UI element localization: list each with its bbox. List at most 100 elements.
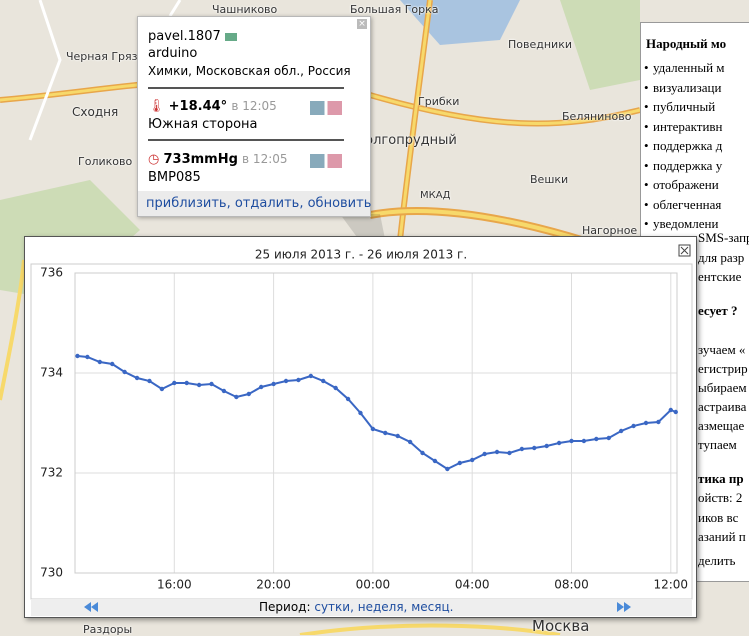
data-point [196,382,202,388]
data-point [246,391,251,397]
plot-area [74,272,678,574]
period-label: Период: [259,600,311,614]
data-point [234,394,239,400]
map-label: Голиково [78,155,133,168]
panel-item: уведомлени [644,216,718,232]
chart-title: 25 июля 2013 г. - 26 июля 2013 г. [255,248,467,262]
data-point [494,449,500,455]
mail-icon[interactable] [224,32,237,41]
panel-item: облегченная [644,197,721,213]
next-arrow[interactable] [617,602,631,612]
separator [148,87,344,89]
x-tick-label: 12:00 [653,578,688,592]
y-tick-label: 732 [40,466,63,480]
link[interactable]: отдалить, [234,196,304,211]
map-label: МКАД [420,190,451,201]
panel-item: визуализаци [644,80,721,96]
data-point [221,388,227,394]
map-label: Чашниково [212,3,278,16]
panel-item: отображени [644,177,719,193]
y-tick-label: 734 [40,366,63,380]
close-icon[interactable]: × [357,19,367,29]
data-point [432,458,438,464]
period: Период: сутки, неделя, месяц. [259,600,453,614]
sensor-time: в 12:05 [231,99,277,113]
panel-line: есует ? [698,303,738,318]
data-point [544,443,549,449]
panel-line: делить [698,553,736,568]
data-point [358,410,363,416]
map-label: Поведники [508,38,572,51]
x-tick-label: 20:00 [256,578,291,592]
data-point [345,396,351,402]
x-tick-label: 00:00 [356,578,391,592]
park [560,0,640,90]
data-point [258,384,264,390]
data-point [606,435,611,441]
chart-window: 25 июля 2013 г. - 26 июля 2013 г. 730 732… [24,236,697,618]
close-x [680,246,689,255]
data-point [532,445,537,451]
data-point [75,353,80,359]
map-label: Большая Горка [350,3,439,16]
data-point [445,466,450,472]
map-label: Долгопрудный [355,133,457,148]
sensor-value: 733mmHg [163,152,238,167]
data-point [147,378,152,384]
sensor-time: в 12:05 [242,152,288,166]
map-label: Сходня [72,105,119,119]
panel-item: удаленный м [644,60,724,76]
data-point [594,436,599,442]
map-label: Раздоры [83,623,133,636]
panel-item: поддержка д [644,138,722,154]
sensor-name: BMP085 [148,170,201,185]
x-tick-label: 16:00 [157,578,192,592]
data-point [656,419,661,425]
road [299,623,561,635]
separator [148,139,344,141]
data-point [407,439,413,445]
sensor-name: Южная сторона [148,117,258,132]
chart-icons[interactable] [310,154,342,168]
panel-line: ыбираем [698,380,747,395]
data-point [556,440,562,446]
data-point [209,381,214,387]
link[interactable]: обновить [307,196,372,211]
panel-item: публичный [644,99,715,115]
panel-line: SMS-запрос [698,230,749,245]
popup: × pavel.1807 arduino Химки, Московская о… [137,16,371,217]
sensor: ◷ 733mmHg в 12:05 [148,152,288,167]
road [0,259,26,401]
data-point [631,423,636,429]
data-point [507,450,512,456]
panel-line: зучаем « [698,342,746,357]
period-link[interactable]: сутки, [314,600,354,614]
map-label: Нагорное [582,224,638,237]
panel-line: тика пр [698,471,744,486]
user: pavel.1807 [148,29,237,44]
data-point [308,373,314,379]
map-label: Беляниново [562,110,632,123]
period-link[interactable]: неделя, [357,600,408,614]
panel-line: ойств: 2 [698,490,743,505]
chart-icons[interactable] [310,101,342,115]
links: приблизить, отдалить, обновить [146,196,371,211]
data-point [420,450,425,456]
data-point [618,428,624,434]
period-link[interactable]: месяц. [411,600,454,614]
sensor-value: +18.44° [168,99,228,114]
panel-line: иков вс [698,510,739,525]
panel-line: ентские [698,269,742,284]
data-point [122,369,127,375]
data-point [569,438,574,444]
data-point [333,385,338,391]
plot-frame [30,263,693,600]
link[interactable]: приблизить, [146,196,231,211]
chart-footer [31,599,692,616]
map-label: Черная Грязь [66,50,144,63]
panel-line: тупаем [698,437,737,452]
data-point [469,457,475,463]
prev-arrow[interactable] [84,602,98,612]
panel-line: азмещае [698,418,745,433]
